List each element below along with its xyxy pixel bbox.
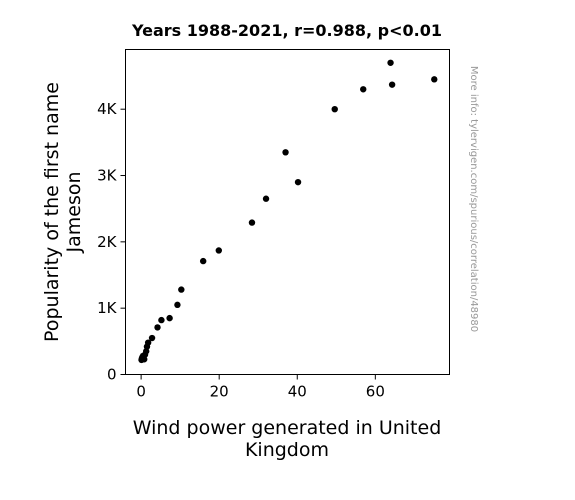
- y-tick-label: 1K: [97, 299, 118, 317]
- data-point: [144, 339, 152, 346]
- data-point: [158, 316, 165, 324]
- data-point: [282, 149, 289, 156]
- data-point: [360, 86, 367, 93]
- data-point: [154, 324, 161, 331]
- x-tick-label: 60: [366, 383, 385, 401]
- data-point: [248, 219, 256, 226]
- data-point: [166, 314, 173, 322]
- x-axis-label-line-1: Wind power generated in United: [133, 417, 442, 439]
- y-tick-label: 4K: [97, 100, 118, 118]
- data-point: [215, 247, 222, 254]
- plot-frame: [125, 49, 450, 375]
- x-tick-label: 40: [288, 383, 307, 401]
- chart-title: Years 1988-2021, r=0.988, p<0.01: [131, 21, 442, 40]
- data-point: [174, 301, 181, 309]
- y-tick-label: 0: [107, 366, 117, 384]
- data-point: [431, 76, 438, 83]
- y-tick-label: 2K: [97, 233, 118, 251]
- y-axis-label-line-1: Popularity of the first name: [41, 82, 63, 342]
- data-point: [387, 59, 394, 66]
- data-point: [262, 195, 270, 202]
- data-point: [388, 81, 396, 88]
- data-point: [294, 178, 302, 186]
- y-tick-label: 3K: [97, 167, 118, 185]
- data-point: [199, 257, 207, 265]
- y-axis: 0 1K 2K 3K 4K: [97, 100, 126, 384]
- x-tick-label: 20: [210, 383, 229, 401]
- data-point: [331, 105, 338, 113]
- x-axis: 0 20 40 60: [136, 374, 385, 401]
- data-point: [148, 334, 156, 342]
- y-axis-label-line-2: Jameson: [63, 171, 85, 253]
- x-tick-label: 0: [136, 383, 146, 401]
- data-points: [138, 59, 438, 364]
- source-note: More info: tylervigen.com/spurious/corre…: [468, 66, 479, 332]
- x-axis-label-line-2: Kingdom: [245, 439, 329, 461]
- data-point: [178, 286, 185, 293]
